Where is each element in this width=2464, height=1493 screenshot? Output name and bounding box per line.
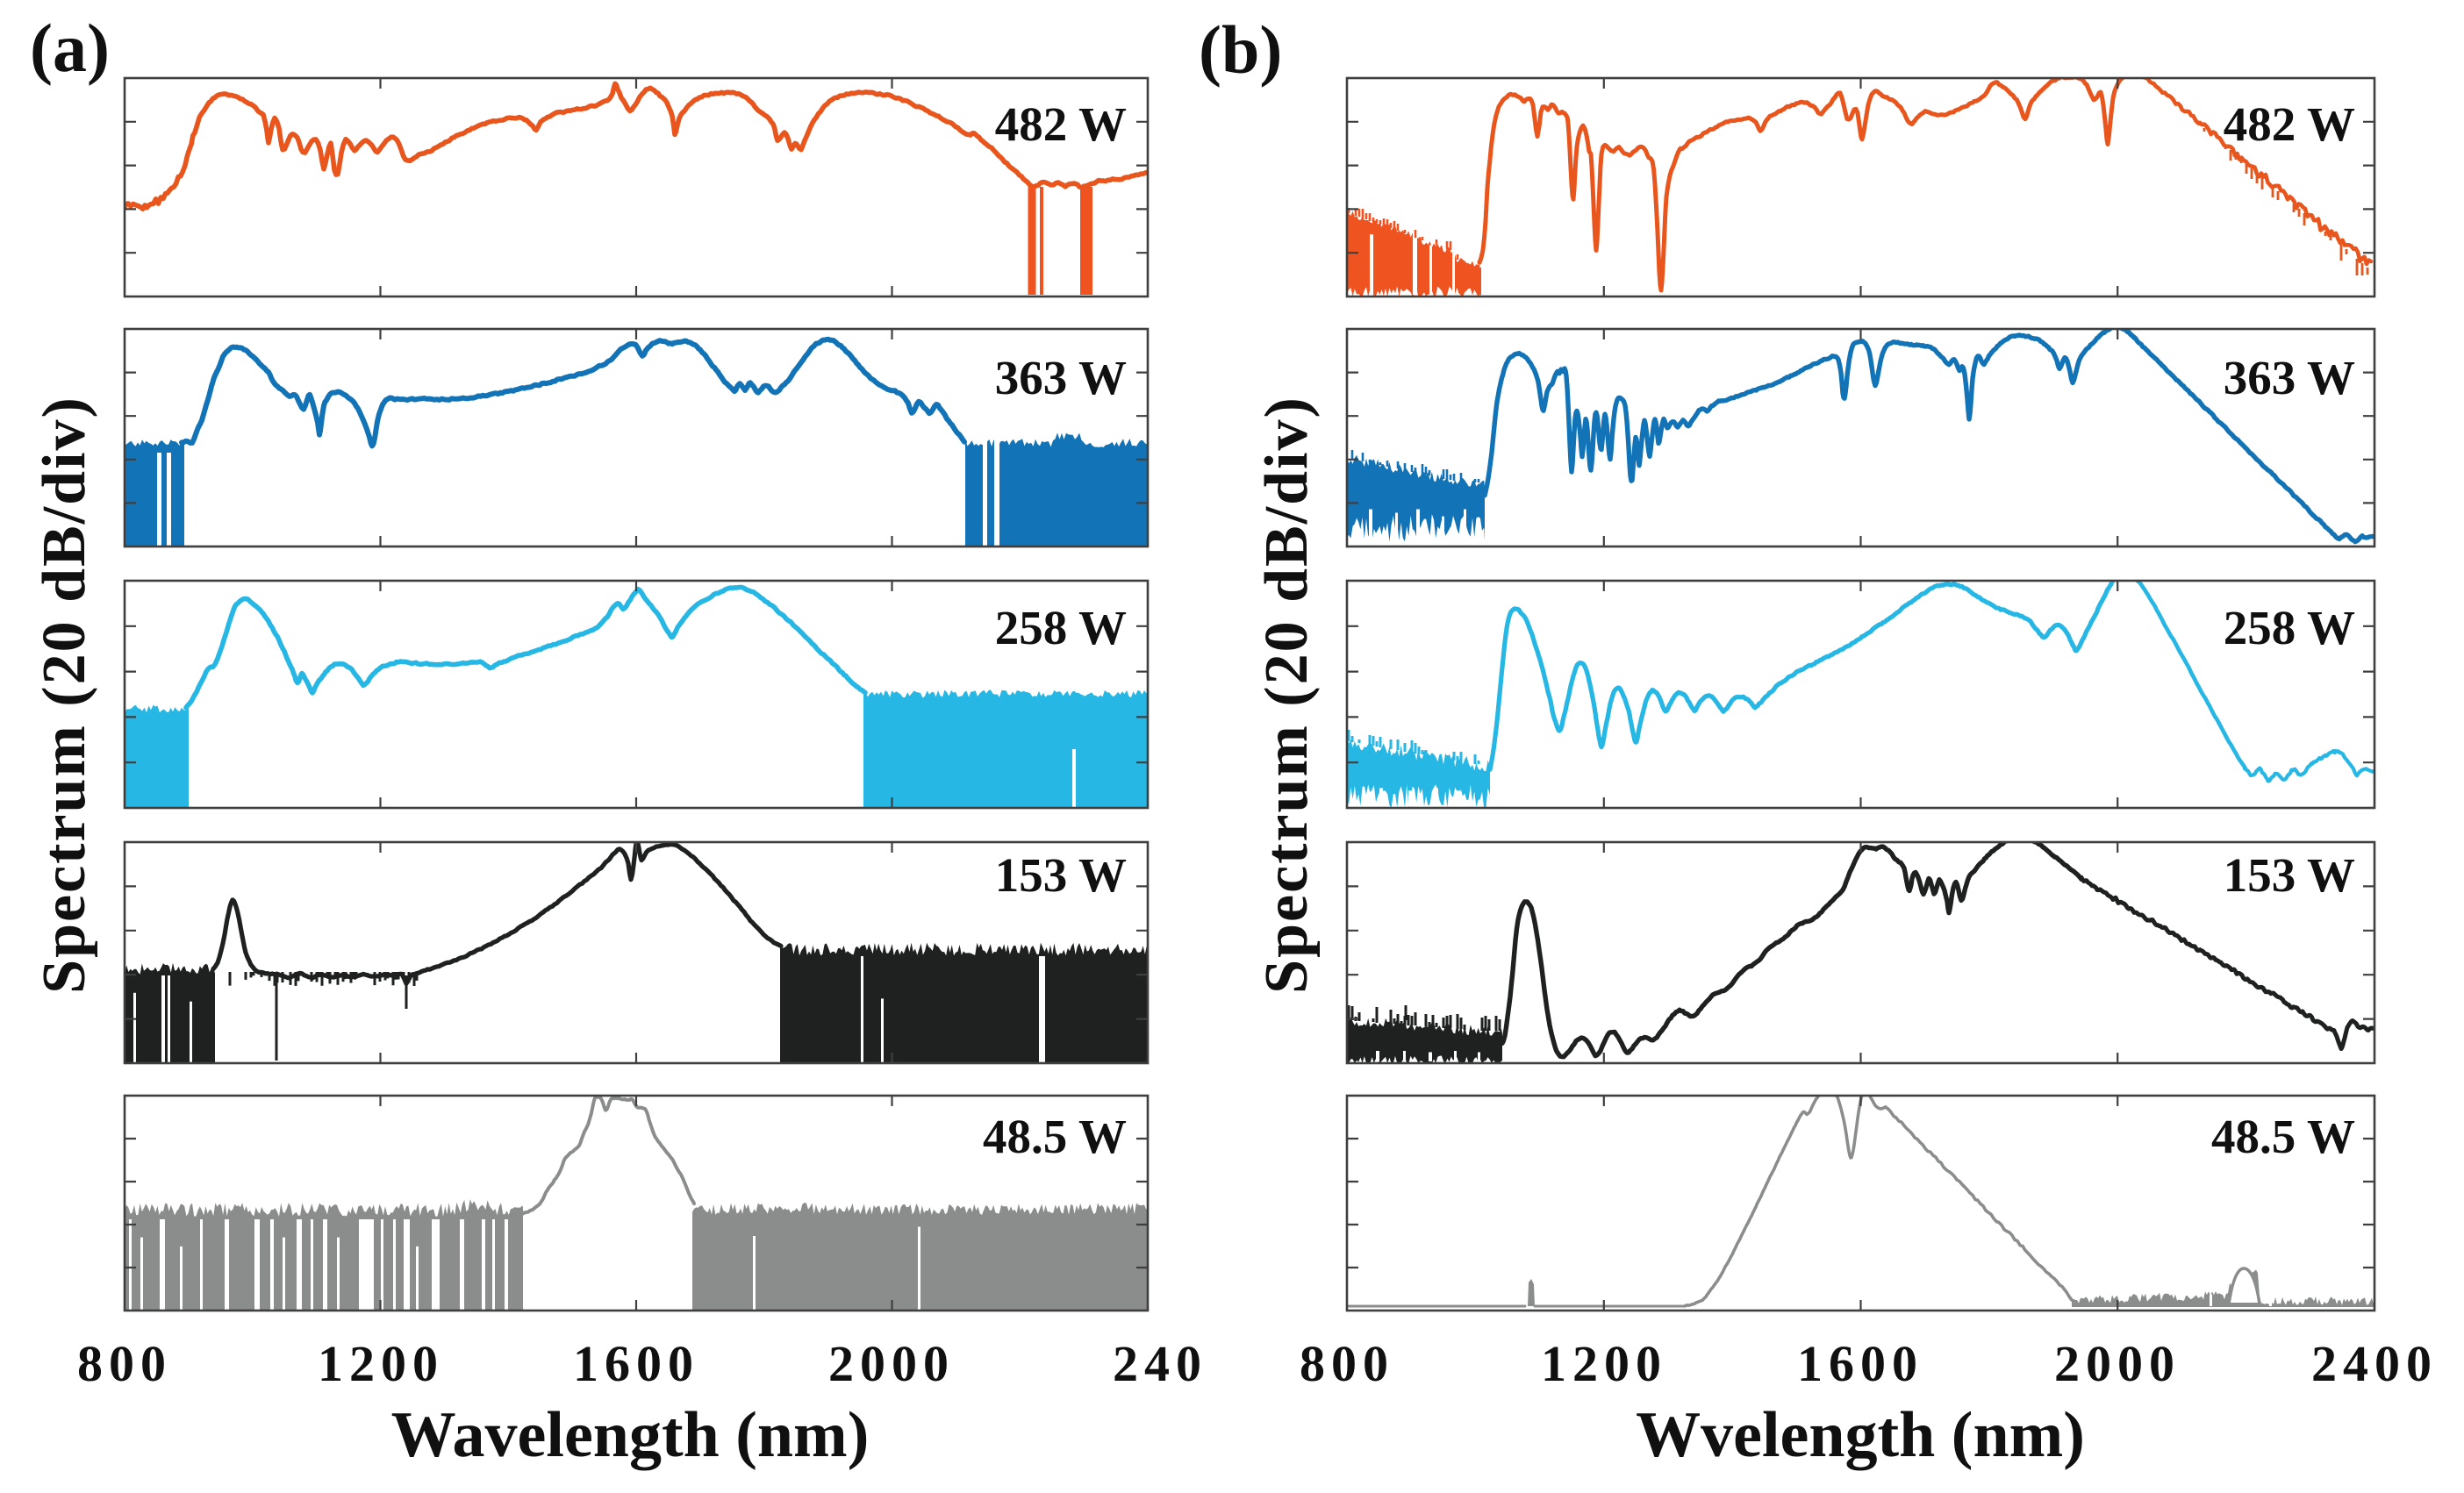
svg-text:800: 800 <box>1300 1335 1394 1392</box>
svg-text:258 W: 258 W <box>2224 601 2355 654</box>
svg-text:153 W: 153 W <box>995 848 1127 902</box>
svg-text:Spectrum (20 dB/div): Spectrum (20 dB/div) <box>1253 396 1321 994</box>
svg-text:1600: 1600 <box>1797 1335 1923 1392</box>
svg-text:1200: 1200 <box>318 1335 444 1392</box>
svg-text:Wavelength (nm): Wavelength (nm) <box>391 1399 870 1471</box>
svg-text:363 W: 363 W <box>2224 351 2355 404</box>
svg-text:Spectrum (20 dB/div): Spectrum (20 dB/div) <box>31 396 98 994</box>
svg-text:2400: 2400 <box>2311 1335 2438 1392</box>
svg-text:Wvelength (nm): Wvelength (nm) <box>1636 1399 2085 1471</box>
svg-text:482 W: 482 W <box>995 97 1127 151</box>
svg-text:2000: 2000 <box>828 1335 955 1392</box>
svg-text:1600: 1600 <box>573 1335 699 1392</box>
svg-text:(b): (b) <box>1199 11 1282 88</box>
svg-text:482 W: 482 W <box>2224 97 2355 151</box>
svg-text:153 W: 153 W <box>2224 848 2355 902</box>
svg-text:1200: 1200 <box>1541 1335 1667 1392</box>
svg-text:48.5 W: 48.5 W <box>2211 1110 2355 1163</box>
svg-text:240: 240 <box>1113 1335 1207 1392</box>
svg-text:258 W: 258 W <box>995 601 1127 654</box>
svg-text:(a): (a) <box>30 10 110 86</box>
svg-text:48.5 W: 48.5 W <box>983 1110 1127 1163</box>
svg-text:363 W: 363 W <box>995 351 1127 404</box>
svg-text:800: 800 <box>77 1335 172 1392</box>
svg-text:2000: 2000 <box>2054 1335 2181 1392</box>
